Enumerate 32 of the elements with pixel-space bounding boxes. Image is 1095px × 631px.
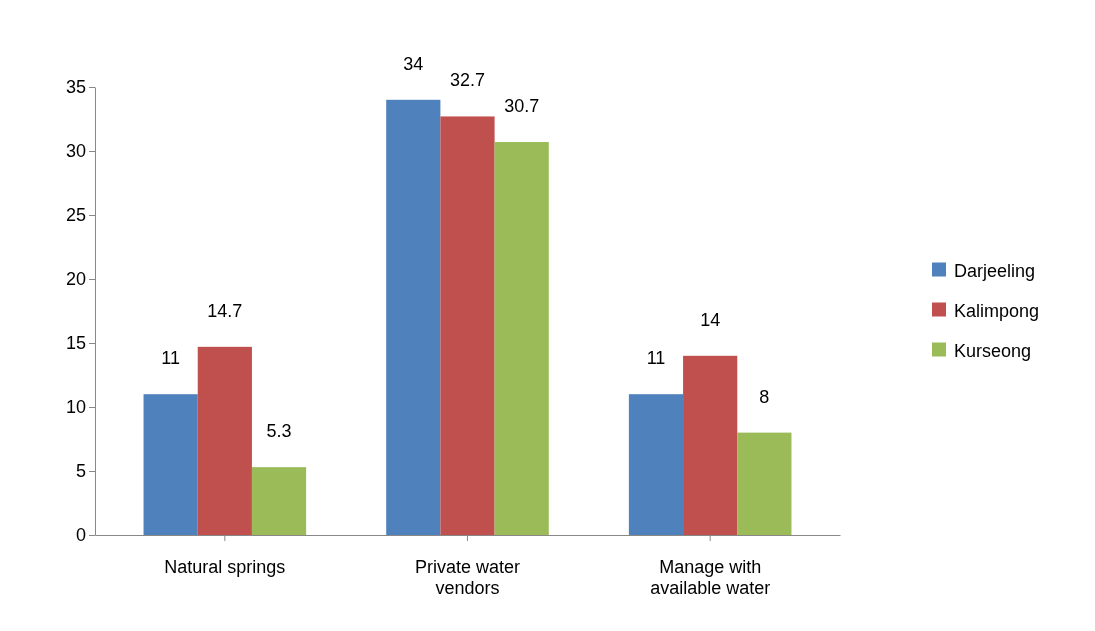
data-label: 8 bbox=[759, 386, 770, 407]
bar bbox=[143, 394, 198, 535]
bar bbox=[683, 355, 738, 535]
bar bbox=[628, 394, 684, 535]
data-label: 14.7 bbox=[207, 300, 243, 321]
bar bbox=[197, 346, 252, 535]
data-label: 5.3 bbox=[266, 421, 292, 442]
bar bbox=[440, 116, 495, 535]
data-label: 34 bbox=[403, 53, 424, 74]
y-tick-label: 10 bbox=[65, 397, 86, 418]
x-tick-label: Manage with available water bbox=[650, 556, 771, 599]
x-tick-label: Natural springs bbox=[164, 556, 286, 577]
y-tick-label: 25 bbox=[65, 205, 86, 226]
bar bbox=[386, 99, 441, 535]
y-tick-label: 0 bbox=[75, 525, 86, 546]
data-label: 30.7 bbox=[504, 96, 540, 117]
y-tick-label: 15 bbox=[65, 333, 86, 354]
bar bbox=[251, 467, 307, 535]
legend-label: Darjeeling bbox=[954, 260, 1036, 281]
bar bbox=[494, 142, 549, 535]
data-label: 11 bbox=[646, 348, 666, 369]
legend-label: Kalimpong bbox=[954, 300, 1040, 321]
data-label: 14 bbox=[700, 309, 721, 330]
y-tick-label: 30 bbox=[65, 141, 86, 162]
x-tick-label: Private water vendors bbox=[414, 556, 521, 599]
y-tick-label: 35 bbox=[65, 77, 86, 98]
legend-label: Kurseong bbox=[954, 340, 1032, 361]
y-tick-label: 5 bbox=[75, 461, 86, 482]
y-tick-label: 20 bbox=[65, 269, 86, 290]
data-label: 11 bbox=[161, 348, 180, 369]
bar bbox=[737, 432, 792, 535]
data-label: 32.7 bbox=[449, 70, 486, 91]
